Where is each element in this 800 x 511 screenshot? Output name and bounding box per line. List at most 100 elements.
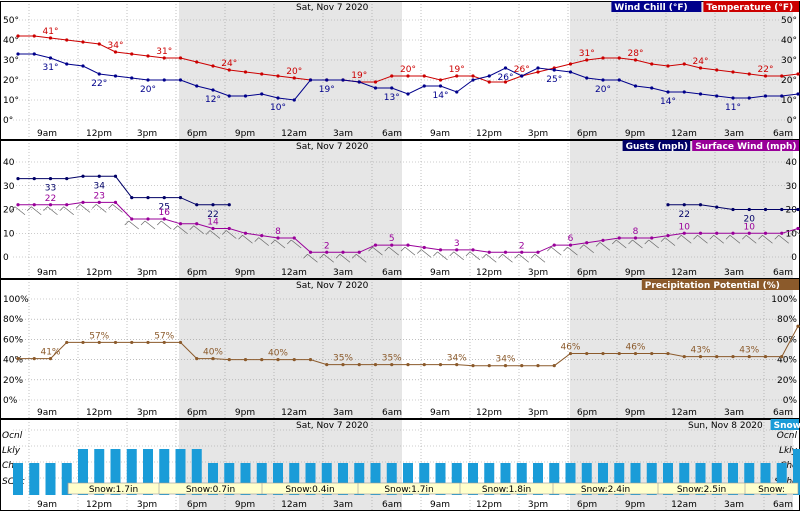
wind-chill-point xyxy=(81,64,85,68)
snow-bar xyxy=(13,463,23,495)
wind-chill-point xyxy=(601,78,605,82)
wind-chill-point xyxy=(438,84,443,88)
surface-wind-point xyxy=(16,203,20,207)
date-label-2: Sun, Nov 8 2020 xyxy=(688,421,763,431)
wind-barb-icon xyxy=(352,253,367,263)
wind-barb-icon xyxy=(287,239,302,249)
wind-chill-data-label: 11° xyxy=(725,103,741,113)
gusts-point xyxy=(113,174,118,178)
wind-barb-icon xyxy=(157,220,172,230)
surface-wind-point xyxy=(650,236,654,240)
snow-category-label: Lkly xyxy=(2,446,21,456)
temperature-point xyxy=(243,70,248,74)
x-tick-label: 12am xyxy=(671,500,697,510)
x-tick-label: 6am xyxy=(382,408,402,418)
surface-wind-point xyxy=(81,200,85,204)
x-tick-label: 12am xyxy=(671,129,697,139)
snow-bar xyxy=(793,449,800,495)
surface-wind-point xyxy=(32,203,36,207)
x-tick-label: 12am xyxy=(281,500,307,510)
wind-barb-icon xyxy=(303,253,318,263)
y-tick-label-right: 0% xyxy=(783,396,798,406)
wind-chill-point xyxy=(585,76,589,80)
y-tick-label: 20% xyxy=(3,376,23,386)
x-tick-label: 12pm xyxy=(86,408,112,418)
x-tick-label: 9pm xyxy=(625,129,645,139)
date-label: Sat, Nov 7 2020 xyxy=(296,421,369,431)
surface-wind-point xyxy=(780,231,784,235)
gusts-point xyxy=(48,177,53,181)
x-tick-label: 9pm xyxy=(625,408,645,418)
snow-amount-label: Snow:2.5in xyxy=(677,485,726,495)
temperature-point xyxy=(276,74,280,78)
temperature-data-label: 20° xyxy=(286,67,302,77)
surface-wind-point xyxy=(503,250,508,254)
temperature-point xyxy=(130,52,134,56)
x-tick-label: 9am xyxy=(37,500,57,510)
surface-wind-point xyxy=(731,231,735,235)
temperature-point xyxy=(633,58,638,62)
snow-category-label: Chc xyxy=(2,461,19,471)
date-label: Sat, Nov 7 2020 xyxy=(296,281,369,291)
y-tick-label-right: 0° xyxy=(787,116,797,126)
temperature-point xyxy=(32,34,36,38)
snow-bar xyxy=(61,463,72,495)
legend-label: Wind Chill (°F) xyxy=(614,3,687,13)
legend-box xyxy=(770,419,799,430)
snow-bar xyxy=(224,463,235,495)
y-tick-label: 30° xyxy=(3,56,19,66)
precip-point xyxy=(178,340,183,345)
precip-point xyxy=(422,363,426,367)
precip-point xyxy=(487,364,491,368)
temperature-point xyxy=(438,78,443,82)
x-tick-label: 12am xyxy=(281,408,307,418)
panel-2: 9am 12pm 3pm 6pm 9pm 12am 3am 6am 9am 12pm 3pm 6pm 9… xyxy=(0,140,800,279)
wind-chill-point xyxy=(747,96,751,100)
wind-barb-icon xyxy=(173,225,188,235)
x-tick-label: 9am xyxy=(430,408,450,418)
wind-chill-point xyxy=(715,94,719,98)
surface-wind-series: 2223161482532681010131011 xyxy=(16,191,800,254)
precip-point xyxy=(357,363,361,367)
y-tick-label: 10 xyxy=(3,229,15,239)
x-tick-label: 6am xyxy=(382,129,402,139)
x-tick-label: 3am xyxy=(333,408,353,418)
wind-chill-point xyxy=(682,90,686,94)
wind-barb-icon xyxy=(725,234,741,244)
snow-bar xyxy=(500,463,511,495)
snow-bar xyxy=(208,463,218,495)
precip-point xyxy=(747,354,751,359)
surface-wind-point xyxy=(260,234,264,238)
gusts-point xyxy=(715,205,719,209)
surface-wind-point xyxy=(487,250,491,254)
precip-point xyxy=(32,356,36,361)
gusts-data-label: 20 xyxy=(744,215,756,225)
precip-point xyxy=(698,354,703,359)
surface-wind-point xyxy=(585,241,589,245)
surface-wind-point xyxy=(195,222,199,226)
y-tick-label-right: 100% xyxy=(771,295,797,305)
snow-bar xyxy=(646,463,657,495)
wind-chill-point xyxy=(227,94,231,98)
precip-point xyxy=(617,351,621,356)
snow-bar xyxy=(419,463,430,495)
wind-barb-icon xyxy=(205,230,221,239)
wind-barb-icon xyxy=(628,239,643,249)
x-tick-label: 6pm xyxy=(577,408,597,418)
wind-chill-point xyxy=(406,92,410,96)
wind-chill-point xyxy=(666,90,670,94)
precip-data-label: 34% xyxy=(495,355,515,365)
gusts-point xyxy=(65,177,69,181)
wind-barb-icon xyxy=(482,253,497,263)
legend-box xyxy=(611,1,702,12)
wind-chill-point xyxy=(130,76,134,80)
surface-wind-data-label: 8 xyxy=(275,227,281,237)
temperature-point xyxy=(487,80,491,84)
precip-point xyxy=(455,363,459,367)
surface-wind-point xyxy=(698,231,703,235)
precip-data-label: 40% xyxy=(203,348,223,358)
wind-chill-point xyxy=(276,96,280,100)
wind-chill-point xyxy=(48,56,53,60)
x-tick-label: 3pm xyxy=(137,129,157,139)
x-tick-label: 3am xyxy=(333,268,353,278)
